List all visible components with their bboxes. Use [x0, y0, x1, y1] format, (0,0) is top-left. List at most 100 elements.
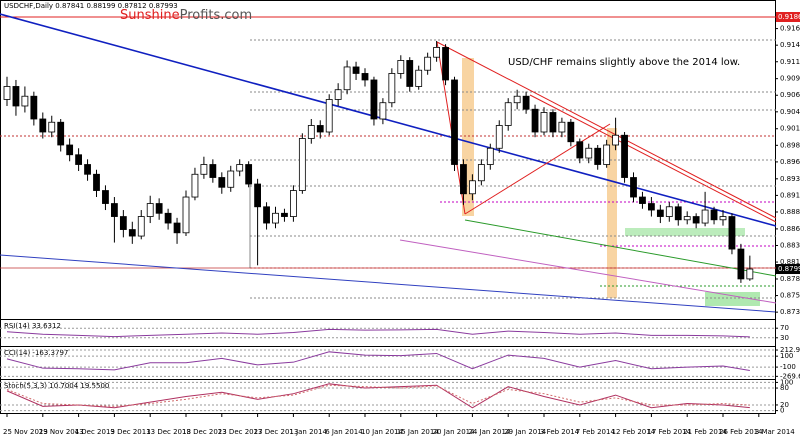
candle-body [209, 164, 217, 178]
candle-body [710, 209, 718, 221]
candle-body [468, 180, 476, 195]
candle-body [39, 118, 47, 133]
candle-body [316, 125, 324, 133]
candle-body [84, 164, 91, 175]
price-marker-label: 0.91868 [778, 13, 800, 21]
x-tick-label: 29 Nov 2013 [39, 428, 84, 436]
candle-body [460, 164, 467, 195]
candle-body [665, 206, 673, 217]
x-tick-label: 12 Feb 2014 [612, 428, 656, 436]
x-tick-label: 26 Feb 2014 [719, 428, 763, 436]
x-tick-label: 6 Jan 2014 [325, 428, 363, 436]
candle-body [30, 95, 38, 120]
title-part: Sunshine [120, 8, 180, 23]
candle-body [442, 47, 449, 81]
candle-body [111, 203, 118, 217]
candle-body [424, 56, 432, 71]
candle-body [451, 79, 458, 165]
candle-body [504, 102, 512, 126]
candle-body [594, 147, 602, 165]
candle-body [334, 89, 342, 100]
frame [0, 0, 776, 414]
candle-body [737, 248, 745, 280]
candle-body [656, 209, 664, 217]
candle-body [674, 206, 682, 221]
candle-body [513, 95, 521, 104]
candle-body [263, 206, 270, 224]
y-tick-label: 0.89125 [780, 191, 800, 199]
y-tick-label: 0 [780, 407, 784, 415]
candle-body [21, 95, 29, 107]
x-tick-label: 15 Jan 2014 [397, 428, 440, 436]
candle-body [12, 86, 20, 107]
x-tick-label: 4 Dec 2013 [75, 428, 115, 436]
candle-body [495, 125, 503, 149]
y-tick-label: 0.88610 [780, 225, 800, 233]
price-marker-label: 0.87993 [778, 265, 800, 273]
chart-header: USDCHF,Daily 0.87841 0.88199 0.87812 0.8… [4, 2, 178, 10]
y-tick-label: 0.89895 [780, 141, 800, 149]
pane-title: CCI(14) -163.3797 [4, 349, 68, 357]
y-tick-label: 0.88870 [780, 208, 800, 216]
pane-title: RSI(14) 33.6312 [4, 322, 61, 330]
candle-body [701, 209, 709, 224]
y-tick-label: 0.88355 [780, 241, 800, 249]
trend-line [529, 94, 777, 223]
support-zone [625, 228, 745, 236]
candle-body [406, 60, 414, 87]
y-tick-label: 0.91690 [780, 25, 800, 33]
y-tick-label: 0.88100 [780, 258, 800, 266]
candle-body [630, 177, 637, 198]
y-tick-label: 0.87840 [780, 275, 800, 283]
candle-body [549, 112, 557, 133]
candle-body [128, 229, 136, 237]
trend-line [399, 239, 777, 304]
candle-body [433, 47, 441, 58]
candle-body [173, 222, 181, 234]
candle-body [567, 121, 575, 143]
candle-body [281, 212, 288, 217]
indicator-line [6, 384, 750, 407]
trend-line [464, 219, 777, 277]
candle-body [307, 125, 315, 139]
candle-body [75, 154, 82, 165]
x-tick-label: 3 Mar 2014 [755, 428, 795, 436]
candle-body [102, 190, 109, 204]
highlight-zone [607, 128, 617, 298]
candle-body [48, 121, 56, 133]
candle-body [746, 268, 754, 280]
trend-line [0, 254, 777, 313]
candle-body [146, 203, 154, 217]
x-tick-label: 27 Dec 2013 [254, 428, 299, 436]
candle-body [245, 164, 253, 185]
candle-body [182, 196, 190, 234]
candle-body [388, 73, 396, 104]
candle-body [66, 144, 74, 156]
x-tick-label: 25 Nov 2013 [3, 428, 48, 436]
y-tick-label: 80 [780, 384, 789, 392]
candle-body [191, 173, 199, 198]
y-tick-label: 0.91180 [780, 58, 800, 66]
x-tick-label: 20 Jan 2014 [433, 428, 476, 436]
price-marker [776, 264, 800, 275]
candle-body [236, 164, 244, 172]
annotation: USD/CHF remains slightly above the 2014 … [508, 57, 740, 68]
candle-body [343, 66, 351, 91]
trend-line [464, 123, 611, 215]
candle-body [218, 177, 226, 188]
x-tick-label: 21 Feb 2014 [683, 428, 727, 436]
x-tick-label: 9 Dec 2013 [110, 428, 150, 436]
x-tick-label: 24 Jan 2014 [468, 428, 511, 436]
candle-body [477, 164, 485, 182]
candle-body [164, 212, 172, 224]
candle-body [137, 216, 145, 237]
candle-body [648, 203, 655, 211]
y-tick-label: 100 [780, 352, 793, 360]
candle-body [719, 216, 727, 221]
y-tick-label: 0.90410 [780, 108, 800, 116]
y-tick-label: 0.90665 [780, 91, 800, 99]
indicator-line [6, 351, 750, 372]
trend-line [436, 41, 777, 219]
chart-title: SunshineProfits.com [120, 8, 252, 23]
candle-body [379, 102, 387, 120]
